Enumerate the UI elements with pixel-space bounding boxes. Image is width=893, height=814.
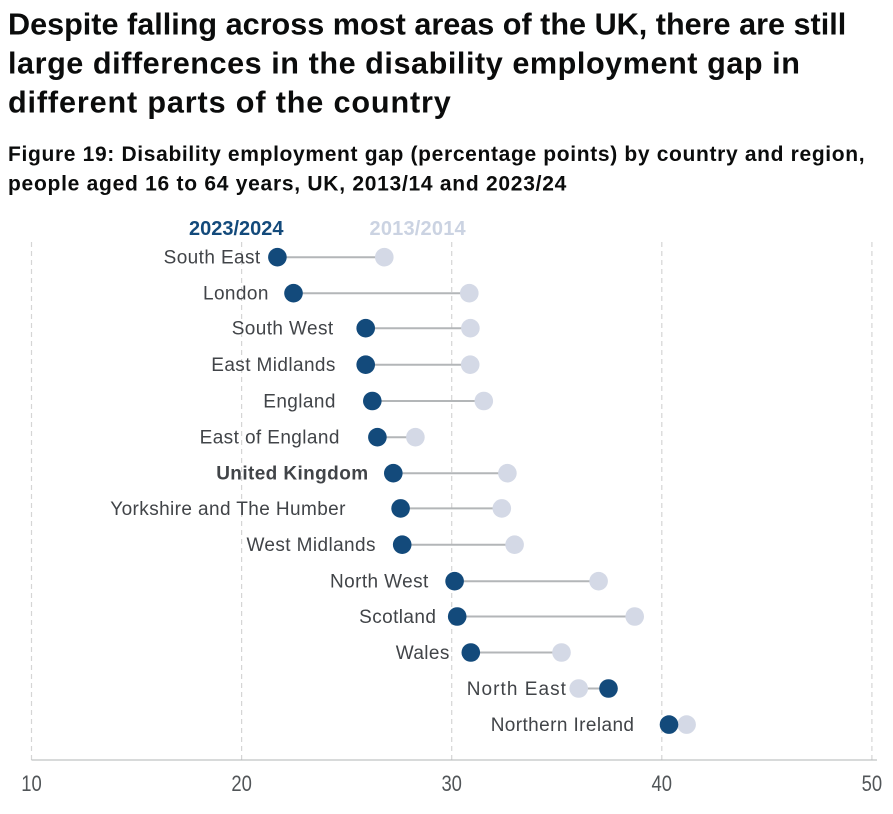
svg-text:2023/2024: 2023/2024 [189, 218, 284, 240]
svg-text:large differences in the disab: large differences in the disability empl… [8, 47, 800, 81]
svg-text:East Midlands: East Midlands [211, 355, 336, 376]
svg-text:40: 40 [652, 771, 673, 796]
svg-text:Wales: Wales [396, 643, 450, 664]
svg-text:people aged 16 to 64 years, UK: people aged 16 to 64 years, UK, 2013/14 … [8, 173, 567, 196]
svg-text:different parts of the country: different parts of the country [8, 86, 452, 120]
svg-text:Scotland: Scotland [359, 607, 436, 628]
svg-text:East of England: East of England [200, 428, 340, 449]
svg-text:London: London [203, 284, 269, 305]
svg-text:20: 20 [231, 771, 252, 796]
svg-text:Yorkshire and The Humber: Yorkshire and The Humber [110, 499, 346, 520]
svg-text:North West: North West [330, 572, 429, 593]
svg-text:Northern Ireland: Northern Ireland [491, 715, 635, 736]
svg-text:Despite falling across most ar: Despite falling across most areas of the… [8, 8, 846, 42]
svg-text:50: 50 [862, 771, 883, 796]
svg-text:Figure 19: Disability employme: Figure 19: Disability employment gap (pe… [8, 143, 865, 166]
svg-text:30: 30 [441, 771, 462, 796]
svg-text:England: England [263, 392, 336, 413]
svg-text:West Midlands: West Midlands [246, 535, 375, 556]
svg-text:North East: North East [467, 679, 567, 700]
svg-text:United Kingdom: United Kingdom [216, 464, 368, 485]
svg-text:2013/2014: 2013/2014 [370, 218, 467, 240]
svg-text:South East: South East [164, 248, 261, 269]
svg-text:South West: South West [232, 319, 334, 340]
svg-text:10: 10 [21, 771, 42, 796]
